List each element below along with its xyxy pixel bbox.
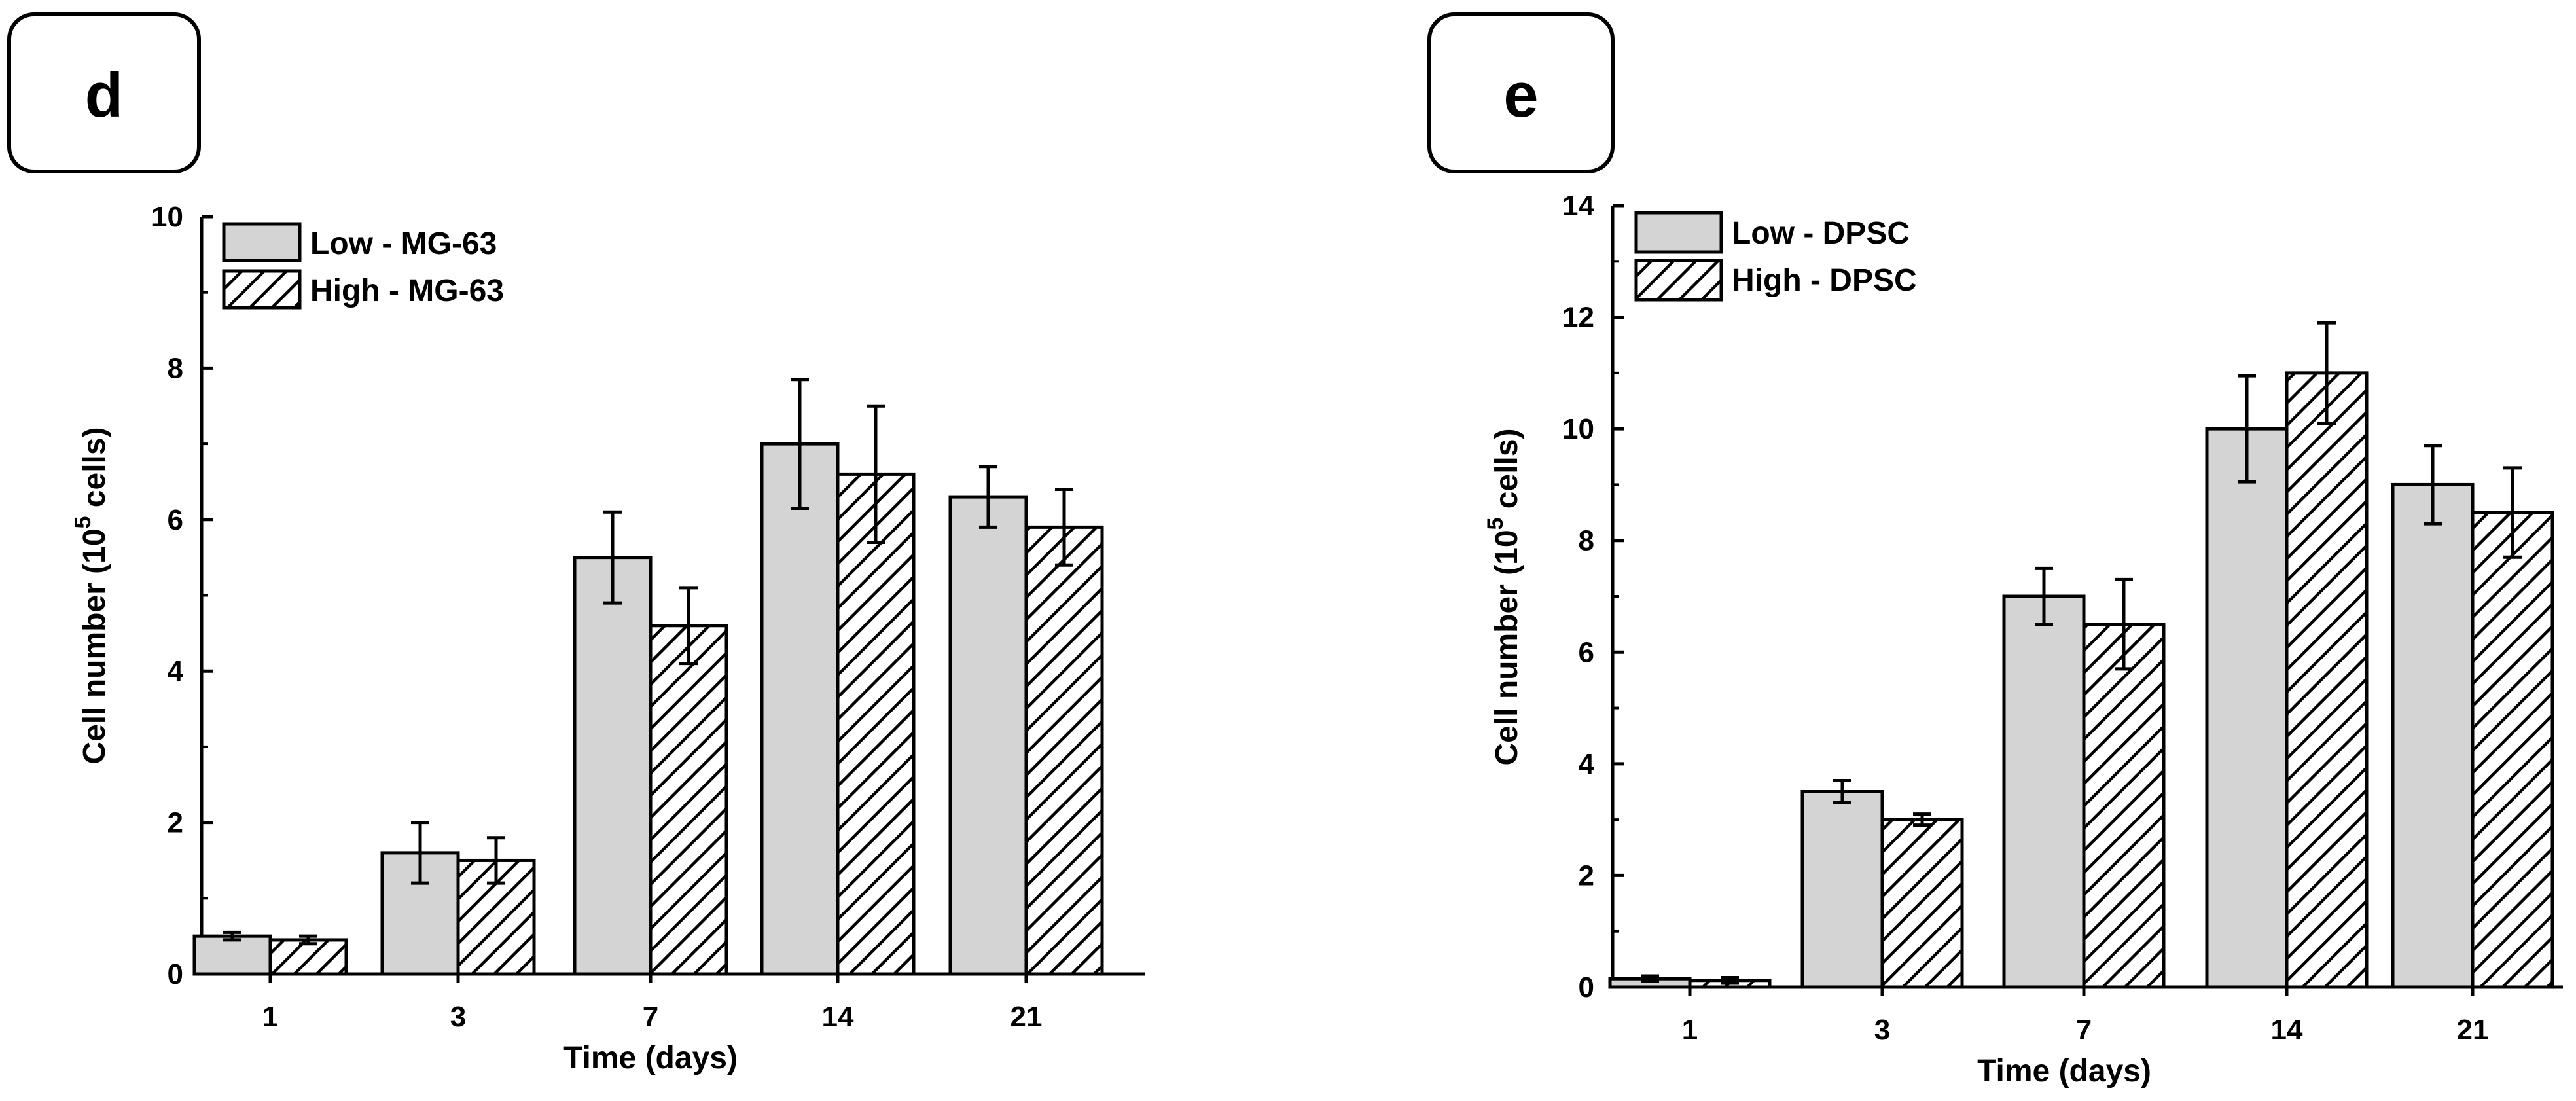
y-tick-label: 0 [168,958,183,990]
x-ticks-e: 1 3 7 14 21 [1682,987,2489,1046]
legend-swatch-low-e [1634,211,1723,254]
legend-label-high-e: High - DPSC [1732,263,1917,298]
x-axis-title-d: Time (days) [564,1041,738,1075]
y-tick-label: 12 [1562,302,1594,334]
x-tick-label: 3 [1874,1014,1890,1046]
bar-low-7 [2002,594,2086,989]
x-tick-label: 7 [2076,1014,2092,1046]
panel-label-d: d [85,60,124,130]
error-bar [1721,976,1739,985]
x-tick-label: 7 [643,1001,658,1033]
error-bar [2424,444,2442,526]
panel-label-e: e [1503,60,1538,130]
panel-label-box-d [7,12,201,173]
error-bar [411,821,429,885]
legend-d: Low - MG-63 High - MG-63 [222,222,504,310]
legend-swatch-high-e [1634,259,1723,302]
error-bar [1055,488,1073,567]
x-tick-label: 3 [450,1001,466,1033]
chart-panel-d: d 0 2 4 6 8 10 1 3 7 14 21 Time (days) Cell numbe… [7,12,1145,1075]
y-tick-label: 4 [1579,748,1595,780]
bar-high-14 [836,472,916,976]
x-axis-title-e: Time (days) [1977,1054,2151,1089]
legend-e: Low - DPSC High - DPSC [1634,211,1917,302]
legend-label-low-d: Low - MG-63 [310,226,497,261]
bar-high-3 [1880,818,1964,989]
y-tick-label: 0 [1579,971,1594,1003]
error-bar [1641,974,1659,983]
x-tick-label: 21 [1011,1001,1043,1033]
error-bar [791,378,809,510]
bar-high-14 [2285,371,2369,989]
bar-high-7 [2082,623,2166,989]
y-tick-label: 4 [168,655,184,687]
bar-high-21 [2471,511,2554,989]
legend-label-high-d: High - MG-63 [310,274,504,308]
y-tick-label: 6 [1579,636,1594,668]
y-tick-label: 2 [168,807,183,839]
bar-high-7 [649,624,728,976]
legend-label-low-e: Low - DPSC [1732,216,1910,251]
error-bar [867,404,885,545]
error-bar [1913,812,1931,827]
y-ticks-d: 0 2 4 6 8 10 [151,201,213,990]
bars-d [192,378,1104,976]
bar-high-21 [1024,525,1104,976]
error-bar [603,510,622,605]
bar-low-14 [2205,427,2289,989]
y-tick-label: 14 [1562,190,1594,222]
error-bar [2503,466,2522,559]
error-bar [1833,778,1851,805]
y-tick-label: 8 [1579,525,1594,557]
x-tick-label: 1 [262,1001,278,1033]
y-axis-title-e: Cell number (105 cells) [1483,428,1524,765]
x-tick-label: 14 [822,1001,854,1033]
y-tick-label: 10 [151,201,183,233]
x-tick-label: 14 [2271,1014,2303,1046]
error-bar [979,465,997,529]
error-bar [679,586,698,666]
legend-swatch-low-d [222,222,302,262]
bar-low-14 [760,442,840,976]
error-bar [2115,577,2133,671]
x-tick-label: 21 [2457,1014,2489,1046]
chart-panel-e: e 0 2 4 6 8 10 12 14 1 3 7 14 21 Time (days) Cell n… [1427,12,2563,1089]
error-bar [2035,566,2053,626]
panel-label-box-e [1427,12,1615,173]
bar-low-21 [948,495,1028,976]
y-tick-label: 10 [1562,413,1594,445]
error-bar [487,836,505,885]
y-tick-label: 8 [168,352,183,384]
error-bar [2238,374,2256,484]
y-tick-label: 2 [1579,859,1594,892]
bar-low-7 [573,556,653,976]
bar-low-1 [192,934,272,976]
x-ticks-d: 1 3 7 14 21 [262,974,1043,1033]
bars-e [1608,321,2554,989]
error-bar [299,934,317,946]
x-tick-label: 1 [1682,1014,1698,1046]
y-tick-label: 6 [168,504,183,536]
error-bar [2317,321,2336,425]
y-axis-title-d: Cell number (105 cells) [71,427,112,764]
bar-low-3 [1800,790,1884,989]
error-bar [223,930,241,942]
bar-low-21 [2391,482,2475,989]
legend-swatch-high-d [222,269,302,310]
y-ticks-e: 0 2 4 6 8 10 12 14 [1562,190,1624,1003]
